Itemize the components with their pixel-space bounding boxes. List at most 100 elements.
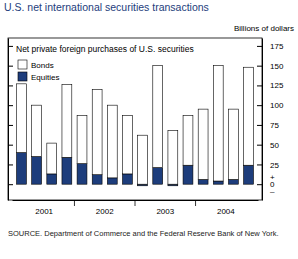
tick-mark [257, 191, 262, 192]
legend-swatch [18, 72, 27, 81]
tick-label: 25 [270, 160, 279, 169]
legend-label: Equities [31, 73, 59, 82]
bar-segment [228, 109, 238, 179]
tick-label: 175 [270, 42, 284, 51]
tick [8, 66, 13, 67]
tick-label: 2002 [96, 207, 114, 216]
tick [8, 164, 13, 165]
plot-frame [8, 38, 262, 200]
tick: 100 [257, 101, 284, 110]
tick-mark [8, 184, 13, 185]
tick [8, 85, 13, 86]
bar-segment [244, 67, 254, 165]
bar-segment [107, 178, 117, 184]
legend-swatch [18, 60, 27, 69]
bar-segment [47, 143, 57, 174]
bar-segment [62, 157, 72, 184]
title: U.S. net international securities transa… [4, 1, 209, 13]
tick-label: 2004 [217, 207, 235, 216]
bar-segment [168, 130, 178, 184]
bar-segment [123, 115, 133, 173]
tick-label: 75 [270, 121, 279, 130]
tick-label: 125 [270, 81, 284, 90]
tick [8, 105, 13, 106]
y-axis-left [8, 39, 13, 201]
tick-mark [257, 184, 262, 185]
bar-segment [17, 153, 27, 185]
axis-line [262, 39, 263, 201]
tick-mark [257, 164, 262, 165]
tick-label: 100 [270, 101, 284, 110]
group-separator [135, 200, 136, 206]
bar-segment [153, 168, 163, 185]
source: SOURCE. Department of Commerce and the F… [8, 229, 293, 239]
bar-segment [138, 135, 148, 184]
tick: 2004 [217, 200, 235, 216]
tick [8, 184, 13, 185]
bar-segment [32, 105, 42, 156]
tick [8, 145, 13, 146]
tick: 2001 [35, 200, 53, 216]
tick [8, 46, 13, 47]
bar-segment [244, 165, 254, 184]
tick-label: 50 [270, 141, 279, 150]
group-separator [195, 200, 196, 206]
chart: U.S. net international securities transa… [0, 0, 298, 259]
axis-line [13, 200, 259, 201]
tick-mark [8, 46, 13, 47]
bar-segment [183, 115, 193, 165]
bar-segment [213, 181, 223, 184]
tick: 150 [257, 62, 284, 71]
tick-label: + [270, 173, 275, 182]
y-label: Billions of dollars [234, 24, 294, 33]
bar-segment [92, 175, 102, 184]
bar-segment [183, 165, 193, 184]
tick-mark [257, 85, 262, 86]
tick-mark [257, 105, 262, 106]
group-separator [74, 200, 75, 206]
tick-mark [8, 125, 13, 126]
tick-mark [257, 145, 262, 146]
tick: 2002 [96, 200, 114, 216]
bar-segment [32, 157, 42, 185]
tick-mark [257, 125, 262, 126]
tick-mark [8, 105, 13, 106]
bar-segment [213, 66, 223, 181]
tick-mark [257, 177, 262, 178]
bar-segment [198, 179, 208, 184]
tick [8, 125, 13, 126]
tick: 175 [257, 42, 284, 51]
bar-segment [153, 66, 163, 168]
tick-mark [8, 85, 13, 86]
bars [17, 66, 254, 186]
bar-segment [47, 174, 57, 184]
tick-mark [257, 66, 262, 67]
tick: 75 [257, 121, 279, 130]
bar-segment [77, 164, 87, 185]
tick-mark [257, 46, 262, 47]
tick-mark [8, 66, 13, 67]
tick-label: 2003 [156, 207, 174, 216]
bar-segment [107, 105, 117, 178]
tick: + [257, 173, 275, 182]
tick: 125 [257, 81, 284, 90]
bar-segment [77, 115, 87, 163]
bar-segment [198, 109, 208, 179]
bar-segment [123, 174, 133, 184]
bar-segment [92, 89, 102, 174]
y-axis: –0+255075100125150175 [257, 39, 284, 201]
bar-segment [62, 85, 72, 158]
legend: Bonds Equities [18, 60, 59, 82]
tick: 50 [257, 141, 279, 150]
legend-label: Bonds [31, 61, 54, 70]
tick: 2003 [156, 200, 174, 216]
tick-mark [8, 164, 13, 165]
bar-segment [228, 179, 238, 184]
tick: 25 [257, 160, 279, 169]
axis-line [8, 39, 9, 201]
tick-label: 150 [270, 62, 284, 71]
tick-label: 2001 [35, 207, 53, 216]
tick-mark [8, 145, 13, 146]
subtitle: Net private foreign purchases of U.S. se… [16, 44, 194, 54]
x-axis: 2001 2002 2003 2004 [13, 200, 259, 216]
